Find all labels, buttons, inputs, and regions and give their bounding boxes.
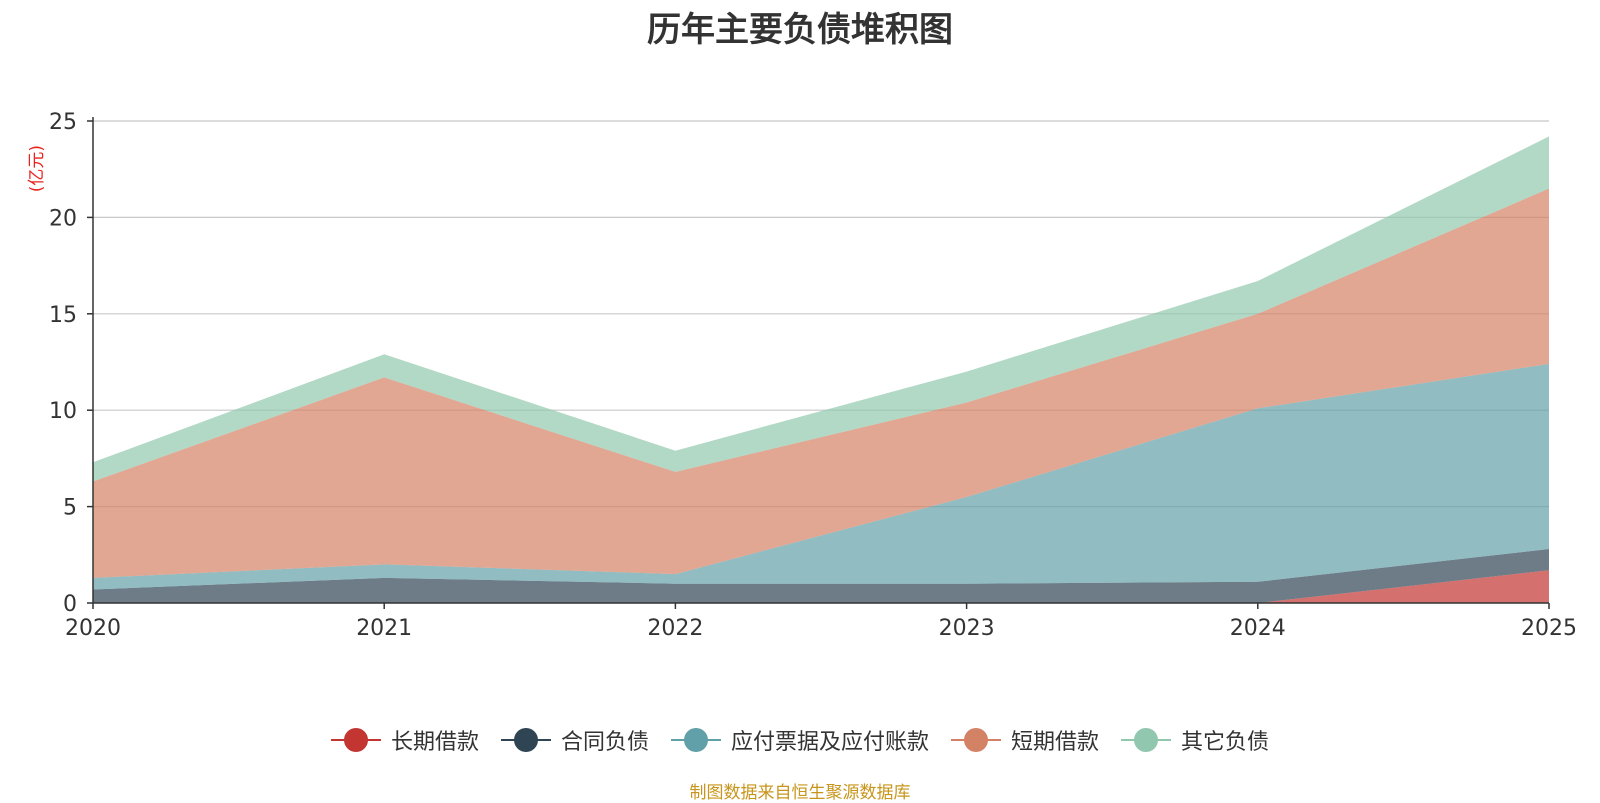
legend-item-1[interactable]: 合同负债 bbox=[500, 724, 649, 756]
legend-label: 应付票据及应付账款 bbox=[730, 730, 929, 755]
area-series-4[interactable] bbox=[93, 136, 1549, 482]
legend-label: 合同负债 bbox=[560, 730, 649, 755]
legend-item-0[interactable]: 长期借款 bbox=[330, 724, 479, 756]
legend-label: 其它负债 bbox=[1181, 730, 1270, 755]
y-tick-label: 10 bbox=[49, 399, 77, 424]
legend: 长期借款 合同负债 应付票据及应付账款 短期借款 其它负债 bbox=[0, 720, 1600, 760]
x-tick-label: 2024 bbox=[1230, 616, 1286, 641]
legend-marker-icon bbox=[330, 727, 381, 753]
x-tick-label: 2020 bbox=[65, 616, 121, 641]
legend-item-2[interactable]: 应付票据及应付账款 bbox=[670, 724, 929, 756]
x-tick-label: 2023 bbox=[939, 616, 995, 641]
x-tick-label: 2022 bbox=[647, 616, 703, 641]
y-tick-label: 15 bbox=[49, 303, 77, 328]
area-series-3[interactable] bbox=[93, 188, 1549, 578]
area-series-2[interactable] bbox=[93, 363, 1549, 590]
y-tick-label: 20 bbox=[49, 206, 77, 231]
legend-item-4[interactable]: 其它负债 bbox=[1121, 724, 1269, 756]
legend-marker-icon bbox=[1121, 727, 1172, 753]
x-tick-label: 2021 bbox=[356, 616, 412, 641]
stacked-areas bbox=[93, 136, 1549, 603]
area-series-0[interactable] bbox=[93, 570, 1549, 603]
area-series-1[interactable] bbox=[93, 549, 1549, 603]
legend-item-3[interactable]: 短期借款 bbox=[951, 724, 1099, 756]
y-tick-label: 5 bbox=[63, 496, 77, 521]
legend-marker-icon bbox=[951, 727, 1001, 753]
legend-label: 长期借款 bbox=[390, 730, 479, 755]
legend-label: 短期借款 bbox=[1011, 730, 1100, 755]
legend-marker-icon bbox=[670, 727, 721, 753]
chart-title: 历年主要负债堆积图 bbox=[647, 10, 953, 50]
legend-marker-icon bbox=[500, 727, 551, 753]
y-tick-label: 0 bbox=[63, 592, 77, 617]
x-tick-label: 2025 bbox=[1521, 616, 1577, 641]
y-tick-label: 25 bbox=[49, 110, 77, 135]
data-source-note: 制图数据来自恒生聚源数据库 bbox=[689, 783, 911, 803]
